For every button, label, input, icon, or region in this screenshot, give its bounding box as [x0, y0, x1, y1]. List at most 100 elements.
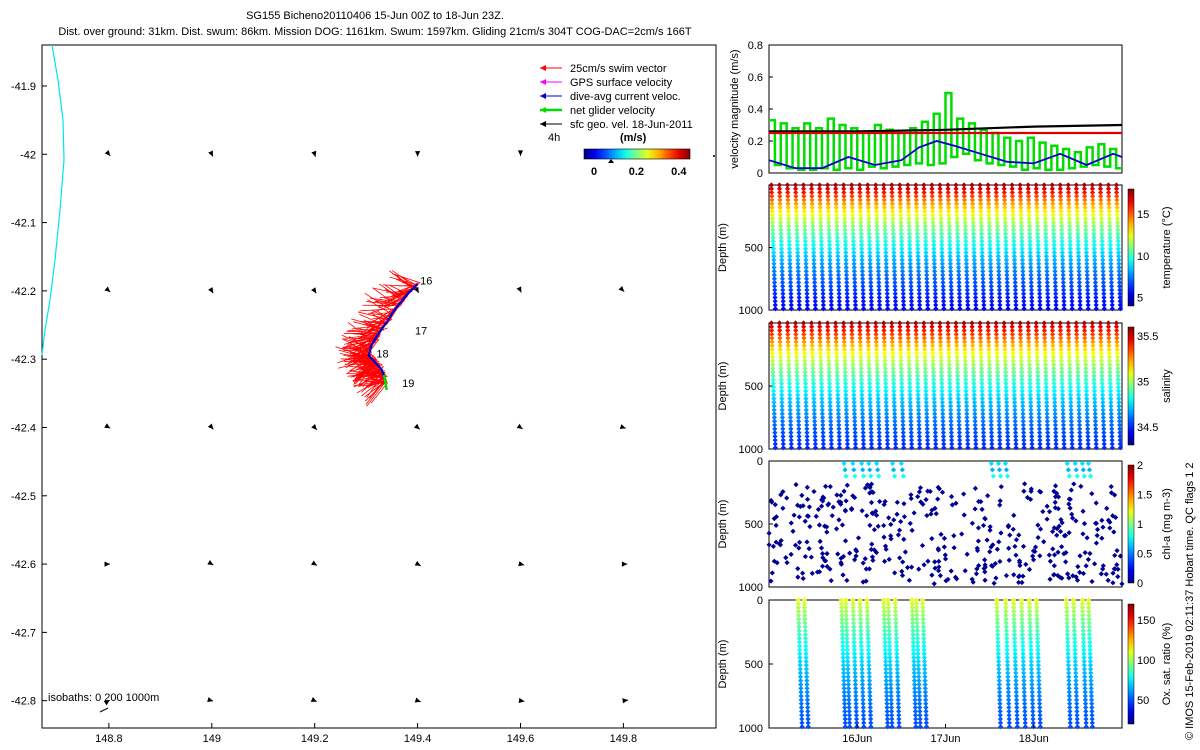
- temperature-colorbar-label: temperature (°C): [1161, 206, 1173, 288]
- colorbar-tick-label: 0.2: [629, 166, 644, 178]
- day-label: 19: [402, 378, 414, 390]
- day-label: 16: [420, 276, 432, 288]
- geo-vector-arrow: [310, 697, 317, 703]
- map-y-tick-label: -42: [20, 149, 36, 161]
- day-label: 18: [376, 349, 388, 361]
- legend-label: net glider velocity: [570, 105, 655, 117]
- legend-arrowhead: [540, 65, 546, 71]
- geo-vector-arrow: [621, 561, 628, 567]
- colorbar-title: (m/s): [620, 132, 647, 144]
- map-y-tick-label: -42.5: [11, 491, 36, 503]
- oxygen-y-tick-label: 500: [745, 659, 763, 671]
- oxygen-y-label: Depth (m): [717, 640, 729, 689]
- geo-vector-arrow: [413, 286, 420, 294]
- legend-label: GPS surface velocity: [570, 77, 673, 89]
- net-velocity-segment: [382, 374, 388, 391]
- map-y-tick-label: -42.6: [11, 559, 36, 571]
- chl-a-y-tick-label: 500: [745, 519, 763, 531]
- oxygen-colorbar-tick-label: 50: [1137, 695, 1149, 707]
- map-colorbar: [583, 148, 691, 160]
- salinity-y-tick-label: 1000: [739, 444, 763, 456]
- colorbar-extra-label: 4h: [548, 132, 560, 144]
- isobath-mark: [99, 707, 109, 713]
- velocity-y-tick-label: 0.4: [748, 104, 763, 116]
- geo-vector-arrow: [619, 424, 626, 430]
- map-x-tick-label: 149: [203, 733, 221, 745]
- map-x-tick-label: 148.8: [95, 733, 123, 745]
- geo-vector-arrow: [104, 150, 111, 157]
- map-x-tick-label: 149.6: [507, 733, 535, 745]
- temperature-colorbar-tick-label: 15: [1137, 209, 1149, 221]
- map-y-tick-label: -42.3: [11, 354, 36, 366]
- chl-a-y-tick-label: 1000: [739, 582, 763, 594]
- oxygen-colorbar-tick-label: 150: [1137, 615, 1155, 627]
- geo-vector-arrow: [207, 423, 214, 430]
- legend-arrowhead: [540, 121, 546, 127]
- geo-vector-arrow: [413, 423, 420, 430]
- oxygen-colorbar-label: Ox. sat. ratio (%): [1161, 623, 1173, 706]
- geo-vector-arrow: [208, 287, 214, 294]
- map-x-tick-label: 149.2: [301, 733, 329, 745]
- net-velocity-line: [769, 91, 1122, 172]
- chl-a-markers: [766, 460, 1125, 587]
- coastline: [41, 44, 65, 356]
- velocity-y-label: velocity magnitude (m/s): [729, 49, 741, 168]
- figure-subtitle: Dist. over ground: 31km. Dist. swum: 86k…: [58, 26, 692, 38]
- legend-arrowhead: [540, 93, 546, 99]
- chl-a-colorbar-label: chl-a (mg m-3): [1161, 488, 1173, 560]
- temperature-colorbar: [1127, 188, 1135, 307]
- salinity-y-label: Depth (m): [717, 362, 729, 411]
- velocity-series-speed: [769, 123, 1123, 133]
- geo-vector-arrow: [516, 286, 522, 293]
- chl-a-colorbar-tick-label: 0: [1137, 578, 1143, 590]
- legend-entry: 25cm/s swim vector: [540, 63, 667, 75]
- geo-vector-arrow: [103, 699, 110, 706]
- time-x-tick-label: 17Jun: [931, 733, 961, 745]
- geo-vector-arrow: [207, 697, 214, 703]
- temperature-colorbar-tick-label: 5: [1137, 293, 1143, 305]
- legend-entry: dive-avg current veloc.: [540, 91, 681, 103]
- temperature-colorbar-tick-label: 10: [1137, 251, 1149, 263]
- temperature-markers: [768, 182, 1123, 312]
- salinity-markers: [768, 320, 1123, 451]
- chl-a-colorbar-tick-label: 1: [1137, 519, 1143, 531]
- legend-entry: net glider velocity: [540, 105, 655, 117]
- temperature-y-label: Depth (m): [717, 223, 729, 272]
- salinity-colorbar-label: salinity: [1161, 369, 1173, 403]
- geo-vector-arrow: [518, 697, 525, 704]
- map-axes-frame: [41, 44, 717, 729]
- geo-vector-arrow: [414, 151, 421, 157]
- map-y-tick-label: -41.9: [11, 81, 36, 93]
- velocity-series-dac: [768, 140, 1123, 170]
- isobath-label: isobaths: 0 200 1000m: [48, 692, 159, 704]
- geo-vector-arrow: [414, 697, 421, 703]
- chl-a-colorbar-tick-label: 2: [1137, 460, 1143, 472]
- geo-vector-arrow: [618, 285, 625, 293]
- chl-a-colorbar-tick-label: 1.5: [1137, 490, 1152, 502]
- geo-vector-arrow: [622, 698, 629, 704]
- legend-arrowhead: [540, 79, 546, 85]
- velocity-y-tick-label: 0.2: [748, 136, 763, 148]
- geo-vector-arrow: [516, 423, 523, 430]
- map-dot: [713, 155, 715, 157]
- velocity-y-tick-label: 0: [757, 168, 763, 180]
- time-x-tick-label: 18Jun: [1019, 733, 1049, 745]
- geo-vector-arrow: [311, 287, 317, 294]
- legend-arrowhead: [540, 107, 546, 113]
- salinity-colorbar: [1127, 326, 1135, 446]
- chl-a-colorbar-tick-label: 0.5: [1137, 549, 1152, 561]
- salinity-colorbar-tick-label: 35.5: [1137, 331, 1158, 343]
- oxygen-colorbar-tick-label: 100: [1137, 655, 1155, 667]
- geo-vector-arrow: [518, 561, 525, 567]
- dac-track-line: [367, 283, 419, 384]
- geo-vector-arrow: [311, 424, 318, 431]
- geo-vector-arrow: [311, 560, 318, 566]
- oxygen-markers: [795, 597, 1096, 730]
- chl-a-y-tick-label: 0: [757, 456, 763, 468]
- chl-a-y-label: Depth (m): [717, 500, 729, 549]
- oxygen-colorbar: [1127, 603, 1135, 725]
- chl-a-colorbar: [1127, 464, 1135, 584]
- swim-vectors: [335, 270, 421, 407]
- oxygen-y-tick-label: 1000: [739, 723, 763, 735]
